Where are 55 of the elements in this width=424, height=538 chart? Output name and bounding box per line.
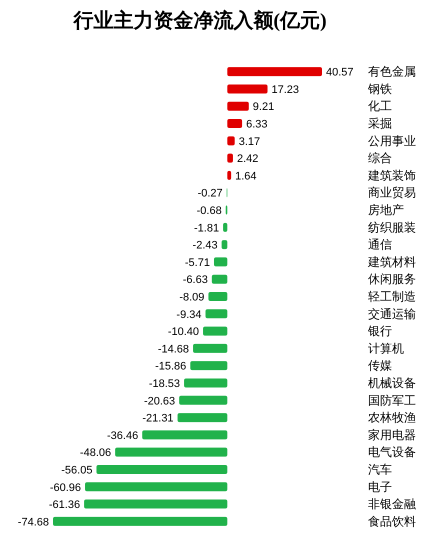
y-tick-label: 建筑装饰 (367, 168, 416, 182)
data-label: 1.64 (235, 170, 257, 182)
data-label: -36.46 (107, 430, 138, 442)
data-label: -10.40 (168, 326, 200, 338)
data-label: -0.27 (198, 188, 223, 200)
data-label: 3.17 (238, 136, 260, 148)
y-tick-label: 钢铁 (367, 82, 392, 96)
y-tick-label: 传媒 (368, 358, 392, 373)
y-tick-label: 农林牧渔 (368, 410, 416, 425)
y-tick-label: 综合 (368, 151, 392, 166)
data-label: -61.36 (48, 499, 80, 512)
y-tick-label: 计算机 (368, 341, 404, 356)
data-label: -60.96 (50, 482, 82, 494)
data-label: -20.63 (144, 395, 176, 408)
data-label: -2.43 (192, 240, 218, 252)
y-tick-label: 非银金融 (368, 497, 416, 512)
y-tick-label: 休闲服务 (368, 272, 416, 286)
data-label: -56.05 (61, 464, 92, 476)
data-label: -5.71 (184, 256, 210, 269)
y-tick-label: 交通运输 (368, 306, 416, 321)
data-label: 2.42 (236, 153, 258, 166)
y-tick-label: 国防军工 (368, 393, 416, 408)
y-tick-label: 银行 (367, 324, 392, 338)
data-label: -48.06 (80, 447, 112, 460)
data-label: -18.53 (148, 378, 180, 390)
data-label: 40.57 (326, 66, 354, 79)
y-tick-label: 化工 (368, 99, 392, 114)
y-tick-label: 商业贸易 (368, 186, 416, 200)
data-label: -0.68 (196, 205, 222, 218)
y-tick-label: 公用事业 (368, 134, 416, 148)
y-tick-label: 建筑材料 (367, 254, 416, 269)
y-tick-label: 家用电器 (368, 428, 416, 442)
y-tick-label: 通信 (368, 238, 392, 252)
y-tick-label: 房地产 (368, 203, 404, 218)
y-tick-label: 纺织服装 (368, 220, 416, 234)
y-tick-label: 汽车 (368, 462, 392, 476)
title: 行业主力资金净流入额(亿元) (73, 10, 327, 32)
data-label: -15.86 (155, 360, 186, 373)
y-tick-label: 轻工制造 (368, 290, 416, 304)
y-tick-label: 食品饮料 (368, 514, 416, 528)
data-label: -6.63 (182, 274, 208, 286)
data-label: 6.33 (246, 118, 268, 131)
y-tick-label: 有色金属 (368, 64, 416, 79)
data-label: 9.21 (252, 101, 274, 114)
data-label: -74.68 (18, 516, 49, 528)
data-label: -14.68 (158, 343, 190, 356)
y-tick-label: 电子 (368, 480, 392, 494)
data-label: -9.34 (176, 308, 202, 321)
data-label: -8.09 (179, 292, 204, 304)
y-tick-label: 电气设备 (368, 445, 416, 460)
y-tick-label: 机械设备 (368, 376, 416, 390)
data-label: -1.81 (194, 222, 220, 234)
data-label: -21.31 (142, 412, 174, 425)
data-label: 17.23 (272, 84, 300, 96)
y-tick-label: 采掘 (368, 116, 392, 131)
